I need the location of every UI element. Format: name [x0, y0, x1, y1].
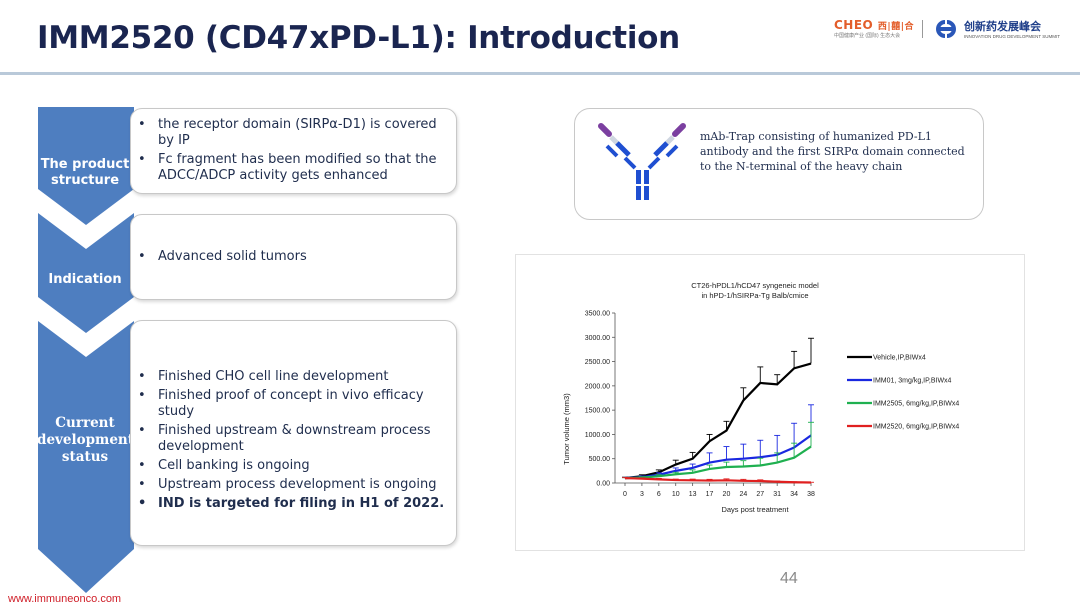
mab-trap-callout	[574, 108, 984, 220]
chevron-product-structure	[38, 107, 134, 225]
list-item: Fc fragment has been modified so that th…	[131, 152, 456, 184]
summit-logo-icon	[936, 19, 956, 38]
chart-title-line2: in hPD-1/hSIRPa-Tg Balb/cmice	[701, 291, 808, 300]
chart-x-tick-label: 17	[706, 491, 714, 498]
list-item: IND is targeted for filing in H1 of 2022…	[131, 496, 456, 512]
product-structure-box: the receptor domain (SIRPα-D1) is covere…	[130, 108, 457, 194]
list-item: Finished CHO cell line development	[131, 369, 456, 385]
chart-legend-label: Vehicle,IP,BIWx4	[873, 355, 926, 362]
chart-y-tick-label: 2000.00	[585, 383, 610, 390]
chart-y-tick-label: 0.00	[596, 481, 610, 488]
status-list: Finished CHO cell line development Finis…	[131, 369, 456, 512]
efficacy-chart-panel	[515, 254, 1025, 551]
chart-series-line	[624, 445, 812, 480]
summit-logo-en: INNOVATION DRUG DEVELOPMENT SUMMIT	[963, 34, 1060, 39]
chart-x-tick-label: 34	[790, 491, 798, 498]
footer-url-link[interactable]: www.immuneonco.com	[8, 593, 122, 605]
chart-x-tick-label: 31	[773, 491, 781, 498]
indication-box: Advanced solid tumors	[130, 214, 457, 300]
chart-x-tick-label: 20	[723, 491, 731, 498]
list-item: Upstream process development is ongoing	[131, 477, 456, 493]
chart-y-tick-label: 3500.00	[585, 311, 610, 318]
chart-legend-label: IMM2520, 6mg/kg,IP,BIWx4	[873, 424, 959, 431]
product-structure-list: the receptor domain (SIRPα-D1) is covere…	[131, 117, 456, 184]
chart-x-tick-label: 0	[623, 491, 627, 498]
chart-legend-label: IMM2505, 6mg/kg,IP,BIWx4	[873, 401, 959, 408]
list-item: Cell banking is ongoing	[131, 458, 456, 474]
summit-logo-cn: 创新药发展峰会	[963, 20, 1041, 33]
chart-y-tick-label: 3000.00	[585, 335, 610, 342]
chart-x-label: Days post treatment	[721, 505, 789, 514]
list-item: Advanced solid tumors	[131, 249, 456, 265]
chart-x-tick-label: 6	[657, 491, 661, 498]
chart-series-line	[624, 477, 812, 484]
process-chevrons	[38, 107, 134, 593]
section-label-product-structure: The product structure	[40, 157, 130, 188]
cheo-logo-sub: 中国健康产业 (国际) 生态大会	[833, 33, 901, 39]
chart-x-tick-label: 3	[640, 491, 644, 498]
list-item: Finished upstream & downstream process d…	[131, 423, 456, 455]
chart-x-tick-label: 24	[739, 491, 747, 498]
chart-y-tick-label: 500.00	[589, 456, 611, 463]
status-box: Finished CHO cell line development Finis…	[130, 320, 457, 546]
tumor-volume-chart: CT26-hPDL1/hCD47 syngeneic model in hPD-…	[562, 281, 959, 514]
section-label-indication: Indication	[48, 272, 122, 287]
chart-x-tick-label: 38	[807, 491, 815, 498]
chevron-indication	[38, 213, 134, 333]
cheo-logo-accent: 西|囍|合	[877, 22, 914, 32]
chevron-current-status	[38, 321, 134, 593]
section-label-current-status: Current development status	[37, 415, 134, 465]
page-number: 44	[780, 570, 798, 587]
chart-x-tick-label: 13	[689, 491, 697, 498]
chart-y-tick-label: 2500.00	[585, 359, 610, 366]
chart-title-line1: CT26-hPDL1/hCD47 syngeneic model	[691, 281, 819, 290]
page-title: IMM2520 (CD47xPD-L1): Introduction	[37, 20, 680, 56]
chart-legend-label: IMM01, 3mg/kg,IP,BIWx4	[873, 378, 952, 385]
summit-logo: 创新药发展峰会 INNOVATION DRUG DEVELOPMENT SUMM…	[931, 18, 1060, 39]
chart-y-tick-label: 1000.00	[585, 432, 610, 439]
chart-series-line	[624, 434, 812, 480]
chart-y-label: Tumor volume (mm3)	[562, 393, 571, 465]
mab-trap-description: mAb-Trap consisting of humanized PD-L1 a…	[700, 130, 965, 173]
chart-x-tick-label: 10	[672, 491, 680, 498]
antibody-icon	[598, 123, 686, 200]
list-item: the receptor domain (SIRPα-D1) is covere…	[131, 117, 456, 149]
chart-x-tick-label: 27	[756, 491, 764, 498]
chart-y-tick-label: 1500.00	[585, 408, 610, 415]
cheo-logo-text: CHEO	[833, 18, 874, 32]
indication-list: Advanced solid tumors	[131, 249, 456, 265]
header-logos: CHEO 西|囍|合 中国健康产业 (国际) 生态大会 创新药发展峰会 INNO…	[834, 18, 1060, 39]
cheo-logo: CHEO 西|囍|合 中国健康产业 (国际) 生态大会	[834, 18, 914, 39]
title-divider	[0, 72, 1080, 75]
logo-separator	[921, 19, 923, 38]
list-item: Finished proof of concept in vivo effica…	[131, 388, 456, 420]
